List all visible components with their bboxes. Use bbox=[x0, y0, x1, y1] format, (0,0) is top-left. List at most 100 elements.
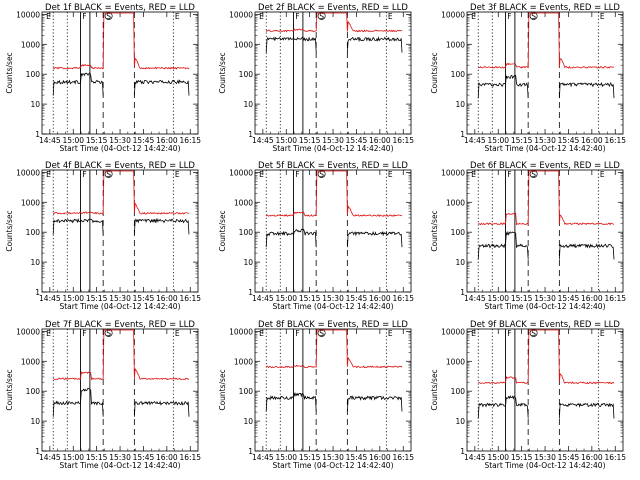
x-tick-label: 16:00 bbox=[156, 294, 178, 303]
x-tick-label: 15:30 bbox=[322, 453, 344, 462]
marker-label: E bbox=[46, 329, 51, 338]
marker-circle bbox=[529, 329, 538, 337]
x-tick-label: 15:45 bbox=[346, 136, 368, 145]
x-tick-label: 15:30 bbox=[534, 294, 556, 303]
y-tick-label: 10000 bbox=[16, 327, 40, 336]
panel-det-5f: Det 5f BLACK = Events, RED = LLD 1 10 100 10… bbox=[218, 161, 414, 311]
marker-label: F bbox=[82, 12, 86, 21]
plot-frame bbox=[41, 328, 199, 452]
marker-label: E bbox=[175, 170, 180, 179]
x-tick-label: 16:15 bbox=[392, 136, 414, 145]
y-axis-label: Counts/sec bbox=[430, 210, 439, 251]
marker-label: S bbox=[319, 329, 324, 338]
marker-label: F bbox=[295, 170, 299, 179]
y-tick-label: 10000 bbox=[441, 10, 465, 19]
y-tick-label: 100 bbox=[451, 228, 466, 237]
y-tick-label: 1000 bbox=[446, 198, 465, 207]
x-axis-label: Start Time (04-Oct-12 14:42:40) bbox=[484, 302, 605, 311]
y-tick-label: 10 bbox=[455, 100, 465, 109]
marker-label: F bbox=[295, 12, 299, 21]
x-tick-label: 14:45 bbox=[39, 136, 61, 145]
y-tick-label: 100 bbox=[451, 387, 466, 396]
x-tick-label: 16:00 bbox=[581, 453, 603, 462]
x-tick-label: 15:00 bbox=[487, 294, 509, 303]
y-tick-label: 10000 bbox=[229, 168, 253, 177]
x-tick-label: 16:15 bbox=[179, 453, 201, 462]
y-tick-label: 1 bbox=[248, 130, 253, 139]
marker-circle bbox=[104, 329, 113, 337]
x-tick-label: 15:45 bbox=[346, 294, 368, 303]
x-tick-label: 16:00 bbox=[581, 294, 603, 303]
panel-title: Det 1f BLACK = Events, RED = LLD bbox=[45, 3, 195, 13]
y-tick-label: 1000 bbox=[446, 357, 465, 366]
marker-label: S bbox=[106, 12, 111, 21]
x-tick-label: 16:15 bbox=[392, 294, 414, 303]
x-tick-label: 16:15 bbox=[604, 453, 626, 462]
series-events-line bbox=[265, 36, 403, 53]
x-tick-label: 14:45 bbox=[252, 294, 274, 303]
x-axis-label: Start Time (04-Oct-12 14:42:40) bbox=[59, 461, 180, 470]
y-axis-label: Counts/sec bbox=[218, 52, 227, 93]
series-events-line bbox=[265, 228, 403, 248]
x-tick-label: 16:00 bbox=[156, 453, 178, 462]
marker-label: S bbox=[319, 170, 324, 179]
series-lld-line bbox=[52, 170, 190, 215]
x-axis-label: Start Time (04-Oct-12 14:42:40) bbox=[484, 461, 605, 470]
x-tick-label: 16:15 bbox=[604, 294, 626, 303]
y-tick-label: 100 bbox=[26, 228, 41, 237]
y-tick-label: 100 bbox=[239, 228, 254, 237]
x-tick-label: 14:45 bbox=[464, 136, 486, 145]
x-tick-label: 14:45 bbox=[252, 136, 274, 145]
marker-label: F bbox=[507, 170, 511, 179]
x-tick-label: 14:45 bbox=[39, 294, 61, 303]
marker-label: E bbox=[259, 12, 264, 21]
y-axis-label: Counts/sec bbox=[218, 210, 227, 251]
series-events-line bbox=[52, 217, 190, 235]
panel-title: Det 7f BLACK = Events, RED = LLD bbox=[45, 320, 195, 330]
panel-det-7f: Det 7f BLACK = Events, RED = LLD 1 10 100 10… bbox=[5, 320, 201, 470]
y-tick-label: 1000 bbox=[21, 40, 40, 49]
plot-frame bbox=[254, 328, 412, 452]
y-tick-label: 1 bbox=[248, 447, 253, 456]
panel-det-9f: Det 9f BLACK = Events, RED = LLD 1 10 100 10… bbox=[430, 320, 626, 470]
panel-title: Det 6f BLACK = Events, RED = LLD bbox=[470, 161, 620, 171]
x-tick-label: 15:45 bbox=[558, 294, 580, 303]
x-tick-label: 15:00 bbox=[275, 136, 297, 145]
x-tick-label: 16:00 bbox=[369, 453, 391, 462]
x-tick-label: 15:45 bbox=[133, 294, 155, 303]
y-tick-label: 10000 bbox=[229, 327, 253, 336]
marker-label: E bbox=[175, 329, 180, 338]
marker-label: E bbox=[600, 329, 605, 338]
panel-det-2f: Det 2f BLACK = Events, RED = LLD 1 10 100 10… bbox=[218, 3, 414, 153]
x-tick-label: 16:15 bbox=[179, 136, 201, 145]
marker-label: S bbox=[531, 329, 536, 338]
y-axis-label: Counts/sec bbox=[430, 52, 439, 93]
y-tick-label: 10 bbox=[243, 100, 253, 109]
y-tick-label: 10 bbox=[455, 417, 465, 426]
x-axis-label: Start Time (04-Oct-12 14:42:40) bbox=[59, 302, 180, 311]
x-tick-label: 15:00 bbox=[487, 453, 509, 462]
x-tick-label: 15:00 bbox=[62, 453, 84, 462]
y-tick-label: 100 bbox=[26, 70, 41, 79]
plot-frame bbox=[41, 169, 199, 293]
x-tick-label: 15:15 bbox=[299, 294, 321, 303]
x-tick-label: 15:30 bbox=[322, 136, 344, 145]
y-tick-label: 100 bbox=[451, 70, 466, 79]
x-tick-label: 15:30 bbox=[109, 294, 131, 303]
x-tick-label: 15:30 bbox=[109, 453, 131, 462]
x-tick-label: 15:00 bbox=[62, 294, 84, 303]
panel-det-4f: Det 4f BLACK = Events, RED = LLD 1 10 100 10… bbox=[5, 161, 201, 311]
marker-circle bbox=[104, 170, 113, 178]
series-lld-line bbox=[478, 329, 615, 385]
y-tick-label: 10 bbox=[30, 258, 40, 267]
panel-title: Det 3f BLACK = Events, RED = LLD bbox=[470, 3, 620, 13]
marker-label: E bbox=[471, 170, 476, 179]
y-tick-label: 10 bbox=[30, 100, 40, 109]
x-tick-label: 15:15 bbox=[86, 136, 108, 145]
series-events-line bbox=[477, 230, 615, 260]
marker-label: E bbox=[388, 329, 393, 338]
y-tick-label: 10000 bbox=[441, 327, 465, 336]
marker-label: E bbox=[46, 170, 51, 179]
x-tick-label: 16:00 bbox=[156, 136, 178, 145]
x-tick-label: 15:15 bbox=[299, 453, 321, 462]
